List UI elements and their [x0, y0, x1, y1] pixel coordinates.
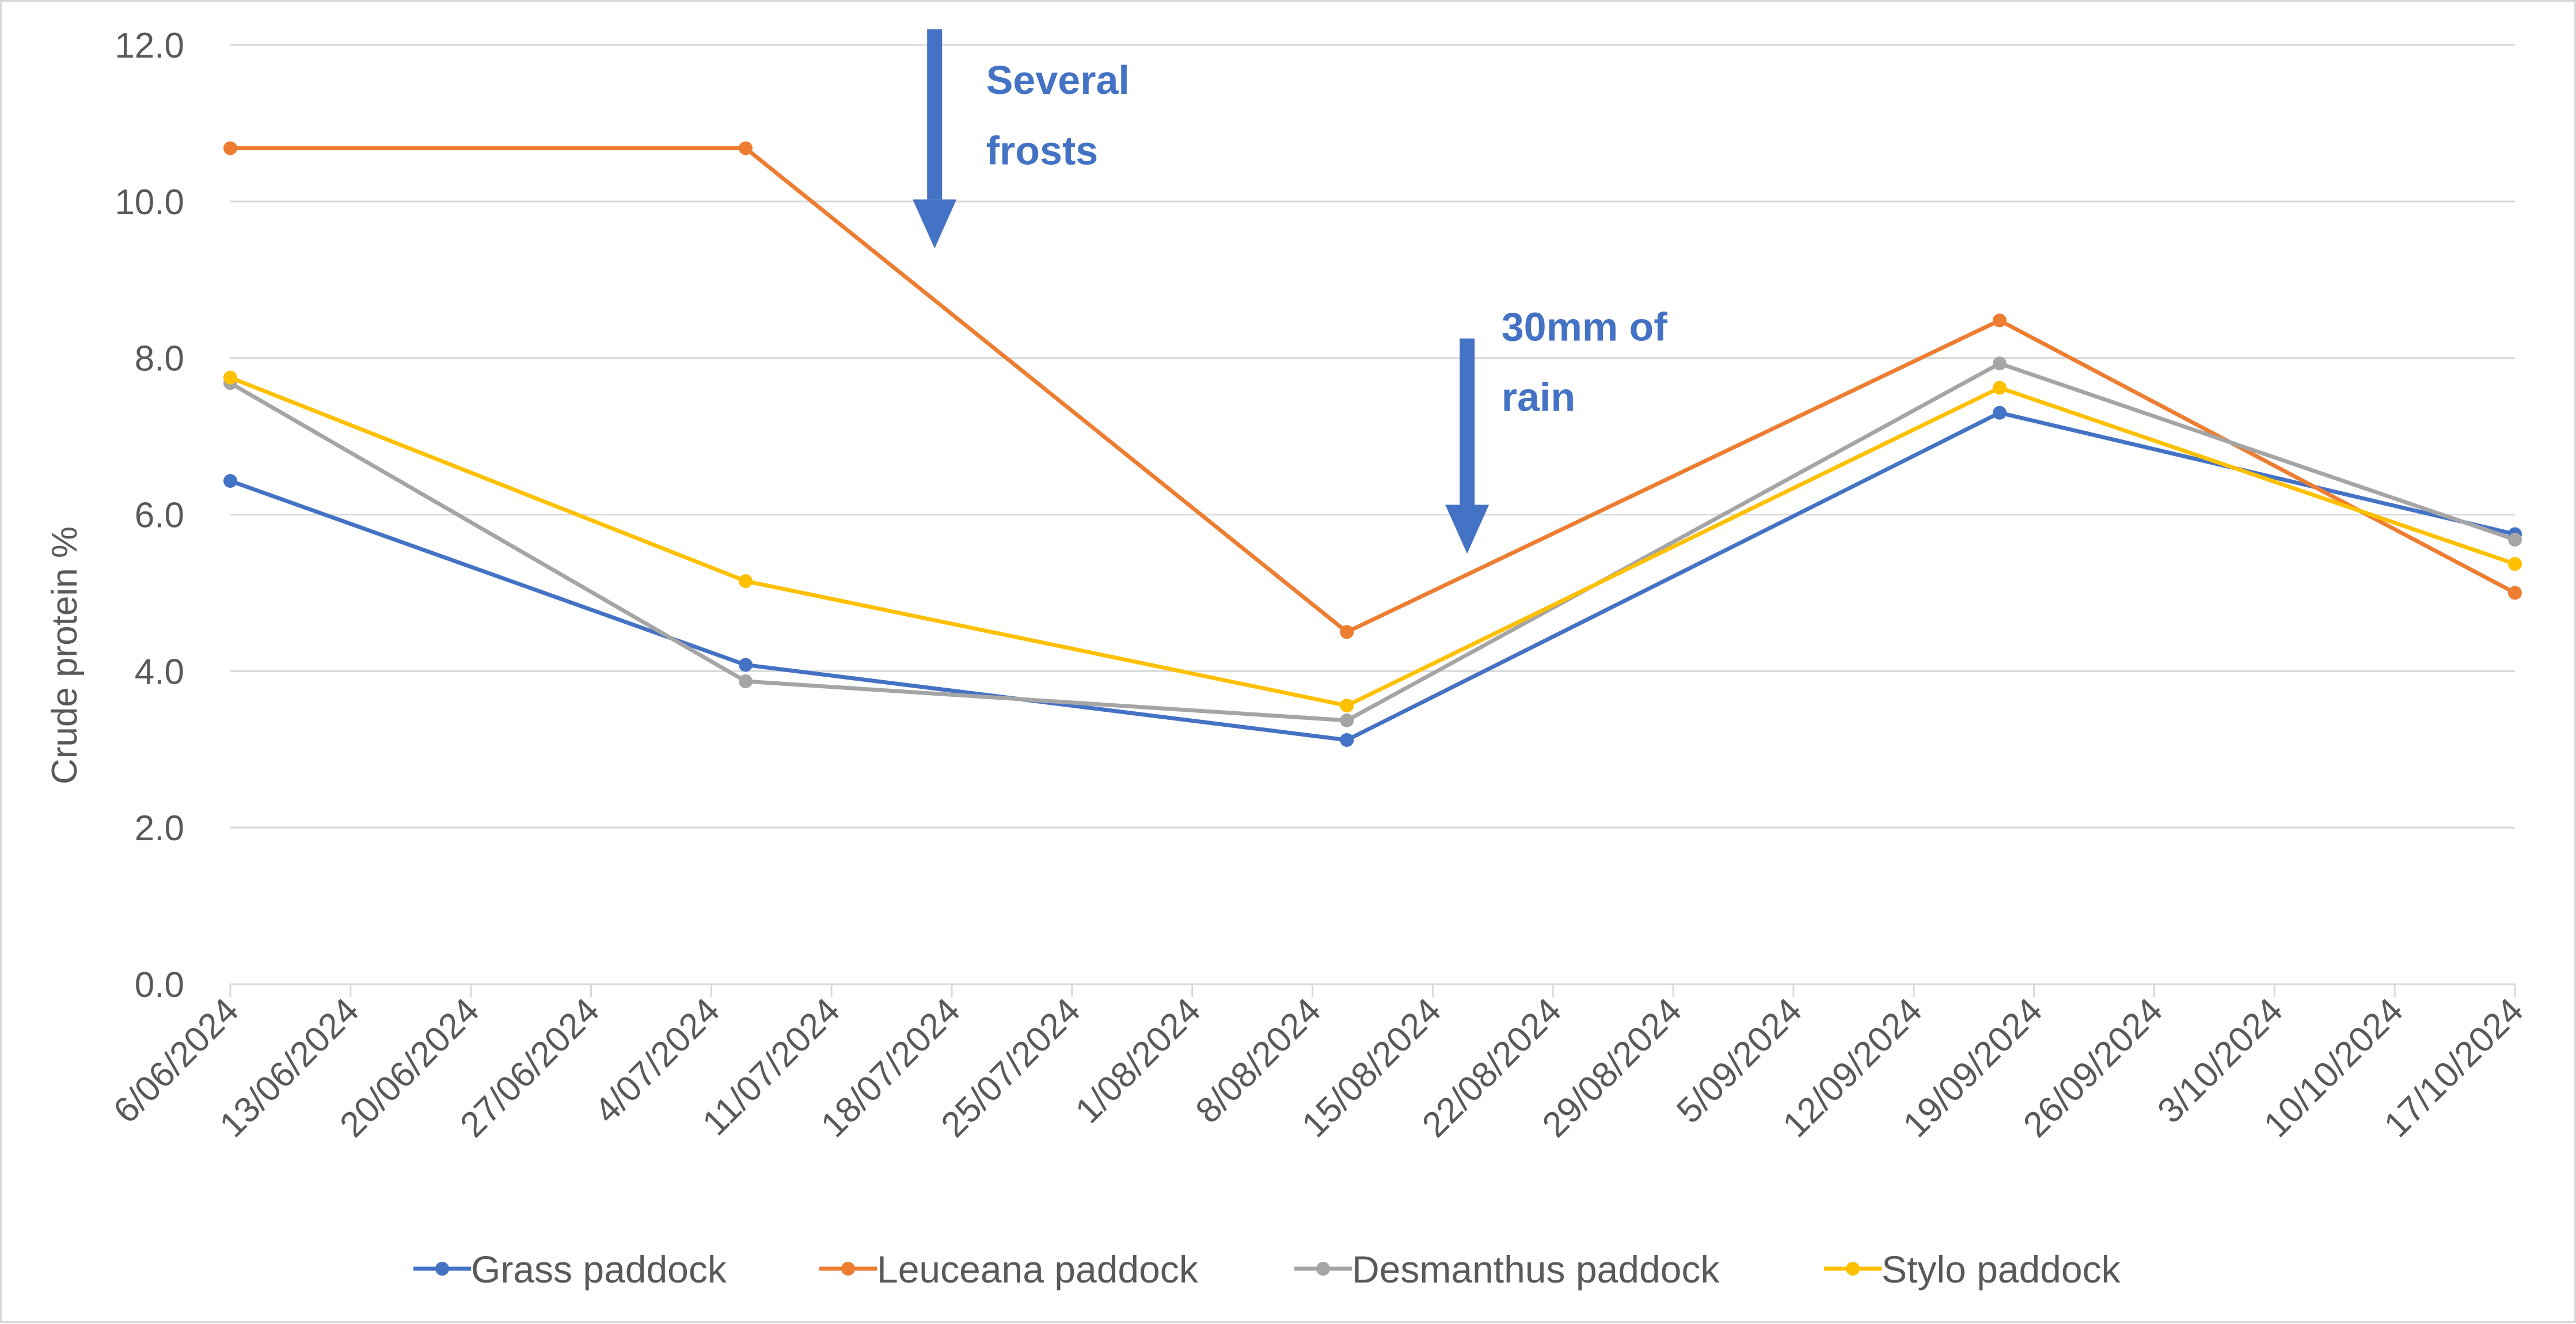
series-line	[228, 361, 2517, 723]
data-point	[739, 674, 753, 689]
data-point	[2508, 586, 2522, 600]
data-point	[1340, 625, 1354, 639]
y-tick-label: 6.0	[135, 496, 184, 536]
data-point	[2508, 532, 2522, 547]
gridlines	[230, 44, 2515, 829]
legend-item: Stylo paddock	[1824, 1248, 2121, 1291]
y-tick-label: 12.0	[115, 26, 184, 66]
legend-marker	[841, 1262, 855, 1276]
annotation-rain: 30mm of rain	[1445, 304, 1668, 554]
arrow-shaft	[927, 29, 943, 200]
legend-marker	[1316, 1262, 1330, 1276]
data-point	[2508, 557, 2522, 571]
annotation-text: rain	[1502, 375, 1575, 420]
series-lines	[223, 141, 2522, 747]
legend-label: Stylo paddock	[1882, 1248, 2121, 1291]
data-point	[223, 474, 237, 488]
y-tick-label: 4.0	[135, 652, 184, 692]
data-point	[739, 574, 753, 589]
legend-item: Leuceana paddock	[819, 1248, 1199, 1291]
annotations: Several frosts 30mm of rain	[913, 29, 1667, 554]
data-point	[1340, 713, 1354, 727]
legend-label: Desmanthus paddock	[1352, 1248, 1720, 1291]
data-point	[1340, 733, 1354, 747]
x-axis: 6/06/202413/06/202420/06/202427/06/20244…	[106, 983, 2531, 1145]
data-point	[739, 658, 753, 672]
data-point	[1992, 381, 2007, 395]
legend-item: Grass paddock	[413, 1248, 727, 1291]
legend-marker	[435, 1262, 449, 1276]
x-tick-label: 1/08/2024	[1068, 991, 1209, 1131]
y-tick-label: 10.0	[115, 183, 184, 222]
annotation-text: Several	[986, 58, 1130, 103]
series-leuceana-paddock	[223, 141, 2522, 639]
y-axis-label: Crude protein %	[45, 526, 85, 784]
data-point	[1992, 405, 2007, 420]
y-axis: 0.0 2.0 4.0 6.0 8.0 10.0 12.0	[115, 26, 184, 1005]
arrow-down-icon	[913, 199, 957, 249]
annotation-text: 30mm of	[1502, 304, 1668, 349]
annotation-frost: Several frosts	[913, 29, 1130, 249]
series-line	[228, 146, 2517, 634]
data-point	[223, 370, 237, 385]
data-point	[223, 141, 237, 155]
series-line	[228, 375, 2517, 708]
legend-label: Leuceana paddock	[877, 1248, 1199, 1291]
series-stylo-paddock	[223, 370, 2522, 713]
annotation-text: frosts	[986, 128, 1098, 173]
legend: Grass paddock Leuceana paddock Desmanthus …	[413, 1248, 2121, 1291]
arrow-down-icon	[1445, 504, 1490, 554]
y-tick-label: 8.0	[135, 339, 184, 379]
legend-item: Desmanthus paddock	[1294, 1248, 1720, 1291]
y-tick-label: 0.0	[135, 965, 184, 1005]
legend-label: Grass paddock	[471, 1248, 727, 1291]
y-tick-label: 2.0	[135, 809, 184, 848]
data-point	[1992, 313, 2007, 328]
data-point	[739, 141, 753, 155]
legend-marker	[1846, 1262, 1860, 1276]
data-point	[1340, 699, 1354, 713]
arrow-shaft	[1460, 338, 1475, 505]
data-point	[1992, 356, 2007, 371]
